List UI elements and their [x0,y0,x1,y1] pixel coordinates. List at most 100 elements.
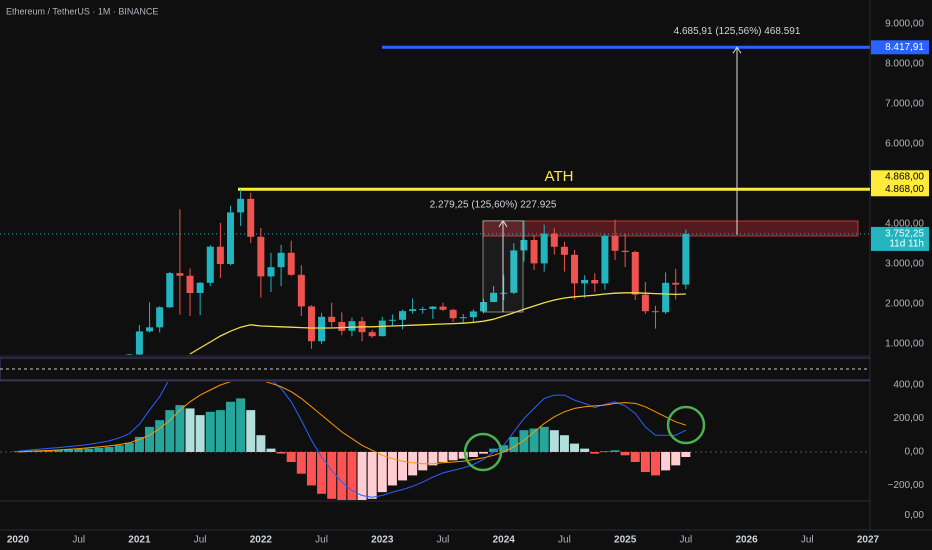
macd-histogram-bar [53,449,63,452]
macd-histogram-bar [124,442,134,452]
macd-histogram-bar [519,430,529,452]
macd-histogram-bar [539,426,549,452]
x-tick-label: 2023 [371,535,394,546]
macd-histogram-bar [134,436,144,452]
macd-histogram-bar [367,451,377,499]
candle-body [419,309,427,310]
candle-body [409,309,417,312]
measure-arrowhead [732,46,742,54]
highlight-circle [666,405,706,445]
candle-body [277,252,285,268]
y-tick-label: 1.000,00 [885,339,924,350]
candle-body [459,317,467,319]
candle-body [652,311,659,313]
bottom-tick-label: 0,00 [905,510,925,521]
macd-histogram-bar [296,451,306,474]
candle-body [672,282,680,285]
measure-label: 4.685,91 (125,56%) 468.591 [674,26,801,37]
x-tick-label: 2022 [250,535,273,546]
macd-histogram-bar [175,405,185,452]
y-tick-label: 6.000,00 [885,139,924,150]
price-tag-label: 8.417,91 [885,42,924,53]
price-tag [871,182,929,197]
current-price-tag [871,226,929,251]
macd-histogram-bar [600,451,610,452]
macd-histogram-bar [215,410,225,452]
macd-histogram-bar [387,451,397,486]
candle-body [449,309,457,319]
macd-histogram-bar [458,451,468,459]
macd-histogram-bar [205,411,215,452]
measure-label: 2.279,25 (125,60%) 227.925 [430,199,557,210]
candle-body [328,316,336,322]
x-tick-label: Jul [72,535,85,546]
macd-histogram-bar [377,451,387,493]
price-tag [871,40,929,55]
candle-body [388,319,396,321]
candle-body [520,240,528,251]
x-tick-label: 2024 [493,535,516,546]
candle-body [196,282,204,293]
macd-histogram-bar [428,451,438,466]
candle-body [206,246,214,283]
macd-histogram-bar [246,410,256,452]
candle-body [601,236,609,284]
candle-body [611,236,619,251]
macd-histogram-bar [276,451,286,454]
candle-body [571,254,579,284]
price-tag-label: 4.868,00 [885,184,924,195]
candle-body [166,273,174,308]
candle-body [469,311,477,318]
macd-tick-label: 400,00 [893,380,924,391]
signal-line [17,382,687,465]
candle-body [378,320,386,337]
macd-histogram-bar [509,436,519,452]
macd-histogram-bar [438,451,448,463]
macd-histogram-bar [620,451,630,456]
macd-histogram-bar [559,435,569,452]
macd-histogram-bar [266,448,276,452]
candle-body [287,252,295,275]
candle-body [216,246,224,264]
x-tick-label: Jul [437,535,450,546]
candle-body [439,306,447,310]
candle-body [591,280,599,284]
candle-body [510,250,518,293]
macd-histogram-bar [337,451,347,500]
chart-title: Ethereum / TetherUS · 1M · BINANCE [6,6,158,16]
alert-tag [871,170,929,184]
y-tick-label: 8.000,00 [885,59,924,70]
macd-histogram-bar [74,448,84,452]
highlight-circle [463,432,503,472]
measure-arrowhead [498,219,508,228]
macd-histogram-bar [347,451,357,500]
alert-tag-label: 4.868,00 [885,171,924,182]
macd-histogram-bar [104,446,114,452]
macd-histogram-bar [64,449,74,452]
macd-histogram-bar [256,435,266,452]
candle-body [560,246,568,255]
macd-histogram-bar [114,445,124,452]
macd-histogram-bar [226,401,235,452]
x-tick-label: 2021 [128,535,151,546]
candle-body [318,316,326,342]
macd-tick-label: −200,00 [888,480,925,491]
candle-body [267,267,275,277]
macd-histogram-bar [357,451,367,500]
macd-histogram-bar [155,420,165,452]
macd-histogram-bar [286,451,296,463]
macd-histogram-bar [94,447,104,452]
candle-body [399,311,407,320]
candle-body [530,240,538,264]
candle-body [176,273,184,276]
macd-pane [0,382,870,500]
y-tick-label: 7.000,00 [885,99,924,110]
x-tick-label: 2020 [7,535,30,546]
macd-histogram-bar [185,408,195,452]
x-tick-label: Jul [801,535,814,546]
candle-body [227,212,234,264]
y-tick-label: 3.000,00 [885,259,924,270]
countdown-label: 11d 11h [889,239,924,250]
